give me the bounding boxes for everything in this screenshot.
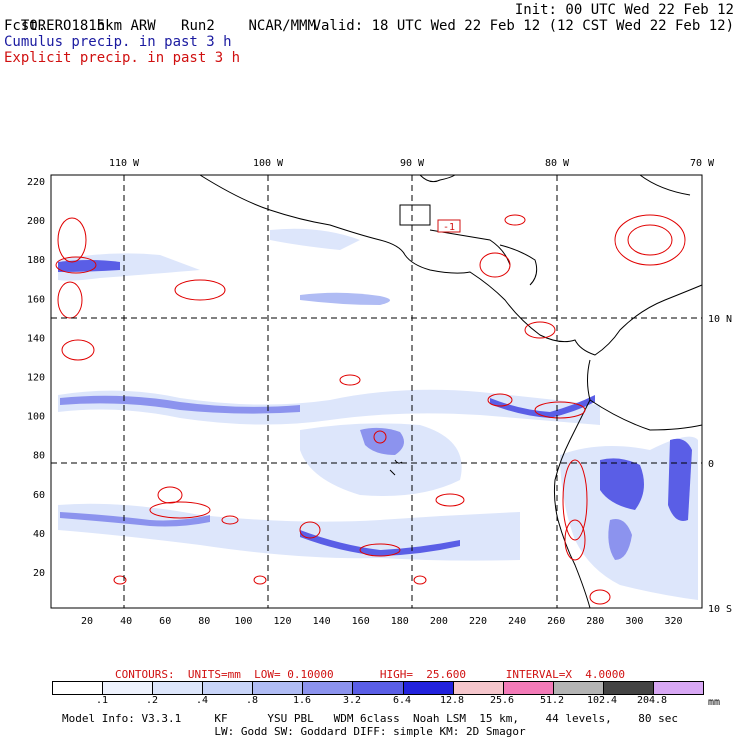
contour-info: CONTOURS: UNITS=mm LOW= 0.10000 HIGH= 25… — [115, 668, 625, 681]
grid-y-label: 100 — [27, 412, 45, 423]
legend-label: 102.4 — [586, 695, 618, 706]
legend-swatch — [303, 682, 354, 694]
precip-legend-labels: .1 .2 .4 .8 1.6 3.2 6.4 12.8 25.6 51.2 102.4 204.8 — [52, 695, 702, 707]
precip-legend-bar — [52, 681, 704, 695]
grid-y-label: 60 — [33, 490, 45, 501]
legend-swatch — [453, 682, 504, 694]
model-name: TORERO — [20, 18, 72, 34]
grid-x-label: 40 — [120, 616, 132, 627]
grid-x-label: 320 — [664, 616, 682, 627]
legend-label: 204.8 — [636, 695, 668, 706]
fcst-value: 18 h — [71, 18, 106, 34]
legend-label: 1.6 — [292, 695, 312, 706]
explicit-contours — [55, 214, 686, 605]
legend-swatch — [253, 682, 304, 694]
model-info-line1: Model Info: V3.3.1 KF YSU PBL WDM 6class… — [62, 712, 678, 725]
coastlines — [199, 174, 703, 609]
lon-label: 110 W — [109, 158, 140, 169]
grid-y-label: 180 — [27, 255, 45, 266]
grid-y-label: 220 — [27, 177, 45, 188]
grid-x-label: 180 — [391, 616, 409, 627]
run-name: Run2 — [181, 18, 215, 34]
legend-label: .1 — [95, 695, 109, 706]
org-name: NCAR/MMM — [248, 18, 316, 34]
lat-label: 0 — [708, 459, 714, 470]
legend-label: 3.2 — [342, 695, 362, 706]
model-info-line2: LW: Godd SW: Goddard DIFF: simple KM: 2D… — [214, 725, 526, 738]
grid-x-label: 80 — [198, 616, 210, 627]
legend-unit: mm — [708, 697, 721, 708]
grid-x-label: 140 — [313, 616, 331, 627]
lon-label: 90 W — [400, 158, 425, 169]
legend-label: 25.6 — [489, 695, 515, 706]
boxed-value-label: -1 — [443, 222, 455, 233]
grid-y-label: 20 — [33, 568, 45, 579]
grid-x-label: 300 — [625, 616, 643, 627]
grid-y-label: 120 — [27, 373, 45, 384]
grid-x-label: 240 — [508, 616, 526, 627]
lon-label: 70 W — [690, 158, 715, 169]
legend-label: 6.4 — [392, 695, 412, 706]
grid-x-label: 220 — [469, 616, 487, 627]
precip-shading — [58, 228, 698, 600]
grid-y-label: 200 — [27, 216, 45, 227]
lat-label: 10 N — [708, 314, 732, 325]
legend-label: .2 — [145, 695, 159, 706]
grid-y-label: 160 — [27, 294, 45, 305]
lat-lon-grid — [51, 175, 702, 608]
grid-x-label: 20 — [81, 616, 93, 627]
legend-swatch — [53, 682, 104, 694]
legend-swatch — [403, 682, 454, 694]
valid-time: Valid: 18 UTC Wed 22 Feb 12 (12 CST Wed … — [312, 18, 734, 34]
grid-y-label: 140 — [27, 333, 45, 344]
grid-x-label: 160 — [352, 616, 370, 627]
legend-swatch — [653, 682, 704, 694]
legend-swatch — [603, 682, 654, 694]
lon-label: 100 W — [253, 158, 284, 169]
grid-y-label: 40 — [33, 529, 45, 540]
legend-label: .4 — [195, 695, 209, 706]
legend-label: .8 — [245, 695, 259, 706]
grid-x-label: 60 — [159, 616, 171, 627]
grid-x-label: 260 — [547, 616, 565, 627]
grid-x-label: 200 — [430, 616, 448, 627]
boxed-value — [437, 219, 461, 233]
header-model-line: TORERO 15km ARW Run2 NCAR/MMM — [4, 2, 316, 34]
grid-y-label: 80 — [33, 451, 45, 462]
legend-label: 51.2 — [539, 695, 565, 706]
lon-label: 80 W — [545, 158, 570, 169]
explicit-precip-title: Explicit precip. in past 3 h — [4, 50, 241, 66]
lat-label: 10 S — [708, 604, 732, 615]
cumulus-precip-title: Cumulus precip. in past 3 h — [4, 34, 232, 50]
legend-swatch — [103, 682, 154, 694]
fcst-label: Fcst. — [4, 18, 47, 34]
grid-x-label: 100 — [234, 616, 252, 627]
grid-x-label: 120 — [273, 616, 291, 627]
legend-swatch — [153, 682, 204, 694]
legend-swatch — [553, 682, 604, 694]
forecast-hours: Fcst. 18 h — [4, 18, 105, 34]
legend-swatch — [203, 682, 254, 694]
init-time: Init: 00 UTC Wed 22 Feb 12 — [514, 2, 734, 18]
grid-x-label: 280 — [586, 616, 604, 627]
model-resolution: 15km ARW — [88, 18, 156, 34]
legend-swatch — [353, 682, 404, 694]
legend-label: 12.8 — [439, 695, 465, 706]
legend-swatch — [503, 682, 554, 694]
